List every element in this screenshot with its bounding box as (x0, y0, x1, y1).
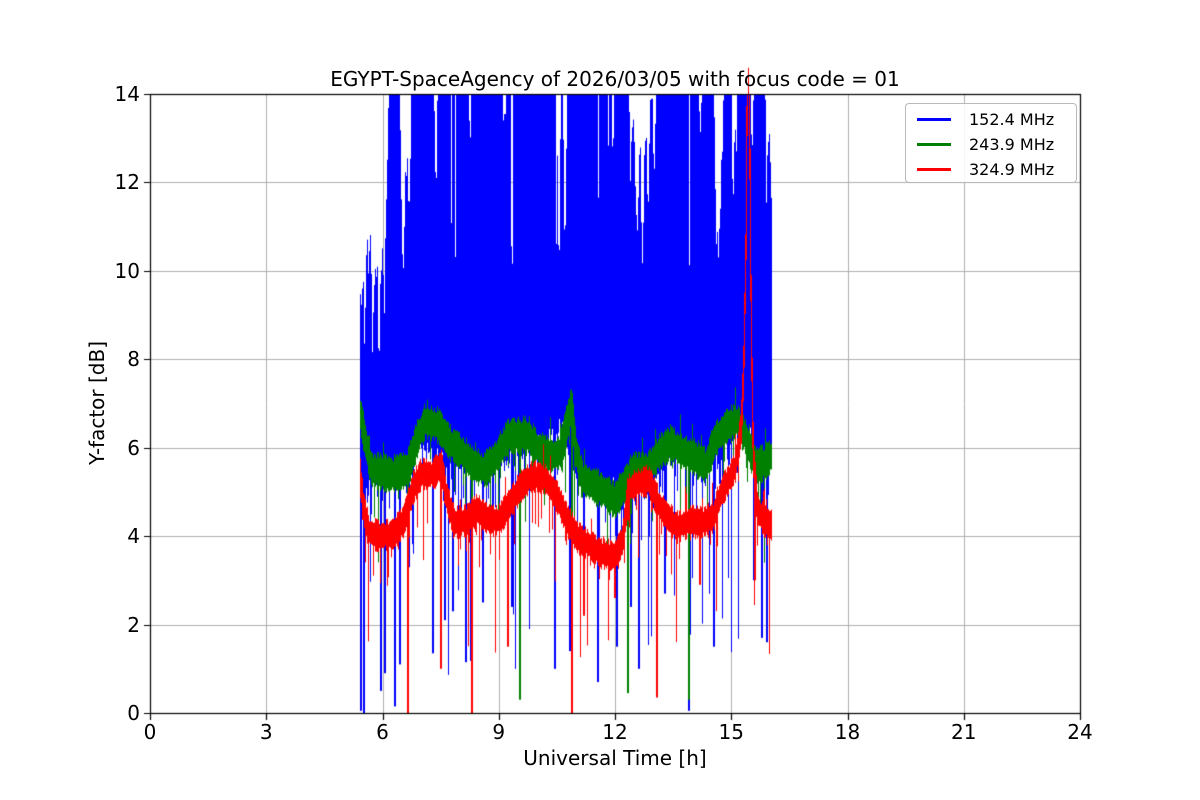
x-tick-label: 9 (492, 720, 506, 744)
legend-label: 152.4 MHz (969, 110, 1055, 129)
x-tick-label: 18 (834, 720, 861, 744)
x-tick-label: 15 (718, 720, 744, 744)
y-tick-label: 10 (114, 258, 140, 283)
legend-label: 324.9 MHz (969, 160, 1055, 179)
chart-title: EGYPT-SpaceAgency of 2026/03/05 with foc… (330, 67, 900, 91)
legend-label: 243.9 MHz (969, 135, 1055, 154)
legend-entry: 243.9 MHz (906, 132, 1076, 157)
legend: 152.4 MHz 243.9 MHz 324.9 MHz (905, 103, 1077, 183)
y-tick-label: 2 (127, 612, 140, 637)
x-axis-label: Universal Time [h] (523, 746, 707, 770)
y-tick-label: 12 (114, 170, 140, 195)
x-tick-label: 24 (1067, 720, 1093, 744)
x-tick-label: 0 (143, 720, 157, 744)
x-tick-label: 3 (259, 720, 273, 744)
y-tick-label: 6 (127, 435, 140, 460)
legend-line-sample (917, 143, 951, 146)
y-tick-label: 4 (127, 524, 140, 549)
legend-entry: 152.4 MHz (906, 107, 1076, 132)
x-tick-label: 12 (602, 720, 628, 744)
y-tick-label: 14 (114, 82, 140, 106)
legend-line-sample (917, 168, 951, 171)
x-tick-label: 6 (376, 720, 389, 744)
y-tick-label: 0 (127, 701, 140, 725)
legend-entry: 324.9 MHz (906, 157, 1076, 182)
legend-line-sample (917, 118, 951, 121)
x-tick-label: 21 (951, 720, 977, 744)
y-tick-label: 8 (127, 347, 140, 372)
